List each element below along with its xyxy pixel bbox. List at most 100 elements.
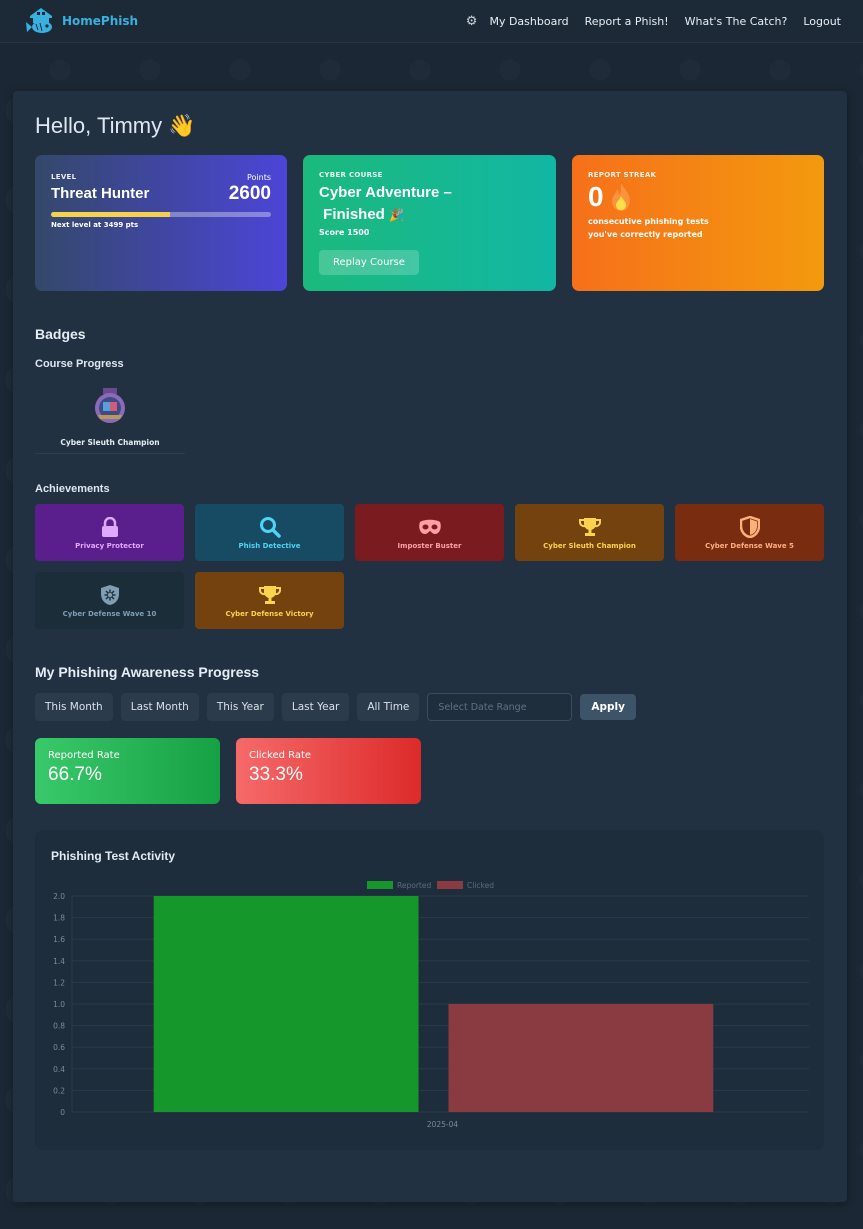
legend-label-reported: Reported: [397, 881, 431, 890]
nav-logout[interactable]: Logout: [803, 14, 841, 28]
nav-report-phish[interactable]: Report a Phish!: [584, 14, 669, 28]
streak-count: 0: [588, 181, 604, 212]
trophy-icon: [258, 585, 281, 604]
y-tick-label: 1.6: [53, 935, 65, 944]
shield-icon: [739, 515, 760, 538]
points-value: 2600: [228, 183, 271, 204]
date-filters: This Month Last Month This Year Last Yea…: [35, 693, 636, 721]
streak-text: consecutive phishing tests you've correc…: [588, 215, 808, 241]
legend-swatch-clicked: [437, 881, 463, 889]
navbar: HomePhish ⚙ My Dashboard Report a Phish!…: [0, 0, 863, 43]
phishing-activity-chart: 0 0.2 0.4 0.6 0.8 1.0 1.2 1.4 1.6 1.8 2.0 2025-04 Re…: [53, 881, 809, 1129]
achievement-imposter-buster[interactable]: Imposter Buster: [355, 504, 504, 561]
level-label: LEVEL: [51, 173, 77, 181]
nav-my-dashboard[interactable]: My Dashboard: [489, 14, 569, 28]
y-tick-label: 0.6: [53, 1043, 65, 1052]
course-label: CYBER COURSE: [319, 171, 383, 179]
y-tick-label: 0.2: [53, 1086, 65, 1095]
achievement-label: Imposter Buster: [397, 541, 462, 550]
level-card: LEVEL Threat Hunter Points 2600 Next lev…: [35, 155, 287, 291]
cyber-course-card: CYBER COURSE Cyber Adventure – Finished …: [303, 155, 556, 291]
clicked-rate-label: Clicked Rate: [249, 750, 312, 761]
achievement-phish-detective[interactable]: Phish Detective: [195, 504, 344, 561]
brand-name: HomePhish: [62, 14, 139, 28]
filter-all-time[interactable]: All Time: [357, 693, 420, 721]
party-popper-icon: 🎉: [389, 208, 404, 222]
achievement-label: Cyber Defense Victory: [225, 609, 314, 618]
clicked-rate-value: 33.3%: [249, 764, 303, 785]
level-title: Threat Hunter: [51, 185, 150, 202]
filter-this-year[interactable]: This Year: [206, 693, 274, 721]
streak-text-line1: consecutive phishing tests: [588, 217, 709, 226]
achievement-cyber-defense-victory[interactable]: Cyber Defense Victory: [195, 572, 344, 629]
reported-rate-card: Reported Rate 66.7%: [35, 738, 220, 804]
filter-last-year[interactable]: Last Year: [281, 693, 350, 721]
x-tick-label: 2025-04: [427, 1120, 459, 1129]
date-range-input[interactable]: [427, 693, 573, 721]
bar-reported: [153, 896, 419, 1112]
achievement-label: Cyber Defense Wave 10: [62, 609, 157, 618]
badge-emblem-icon: [95, 388, 125, 423]
achievement-cyber-defense-wave-5[interactable]: Cyber Defense Wave 5: [675, 504, 824, 561]
shield-virus-icon: [100, 584, 119, 605]
greeting-heading: Hello, Timmy 👋: [35, 113, 196, 139]
legend-swatch-reported: [367, 881, 393, 889]
brand[interactable]: HomePhish: [24, 6, 138, 36]
next-level-text: Next level at 3499 pts: [51, 221, 139, 229]
greeting-text: Hello, Timmy: [35, 113, 163, 138]
course-title-line2: Finished: [323, 206, 385, 223]
phishing-activity-chart-card: Phishing Test Activity 0 0.2 0.4 0.6 0.8 1.0 1…: [35, 830, 824, 1150]
achievement-label: Cyber Defense Wave 5: [705, 541, 794, 550]
filter-last-month[interactable]: Last Month: [120, 693, 199, 721]
y-tick-label: 1.4: [53, 957, 65, 966]
achievement-label: Privacy Protector: [75, 541, 144, 550]
points-label: Points: [246, 173, 271, 182]
badges-heading: Badges: [35, 326, 86, 342]
report-streak-card: REPORT STREAK 0 consecutive phishing tes…: [572, 155, 824, 291]
waving-hand-icon: 👋: [168, 113, 196, 138]
achievement-cyber-defense-wave-10[interactable]: Cyber Defense Wave 10: [35, 572, 184, 629]
achievement-privacy-protector[interactable]: Privacy Protector: [35, 504, 184, 561]
mask-icon: [418, 519, 441, 534]
streak-text-line2: you've correctly reported: [588, 230, 703, 239]
trophy-icon: [578, 517, 601, 536]
achievement-label: Cyber Sleuth Champion: [543, 541, 636, 550]
magnifier-icon: [259, 516, 281, 538]
clicked-rate-card: Clicked Rate 33.3%: [236, 738, 421, 804]
replay-course-button[interactable]: Replay Course: [319, 250, 419, 275]
lock-icon: [101, 516, 118, 537]
progress-heading: My Phishing Awareness Progress: [35, 664, 260, 680]
y-tick-label: 1.2: [53, 978, 65, 987]
y-tick-label: 0.4: [53, 1065, 65, 1074]
level-progress-bar: [51, 212, 271, 217]
level-progress-fill: [51, 212, 170, 217]
course-score: Score 1500: [319, 228, 370, 237]
reported-rate-label: Reported Rate: [48, 750, 120, 761]
homephish-logo-icon: [26, 8, 52, 33]
streak-label: REPORT STREAK: [588, 171, 657, 179]
legend-label-clicked: Clicked: [467, 881, 494, 890]
course-title: Cyber Adventure – Finished 🎉: [319, 182, 540, 226]
filter-this-month[interactable]: This Month: [35, 693, 113, 721]
achievements-heading: Achievements: [35, 483, 110, 495]
y-tick-label: 1.8: [53, 914, 65, 923]
nav-links: ⚙ My Dashboard Report a Phish! What's Th…: [466, 14, 841, 29]
badge-cyber-sleuth-champion[interactable]: Cyber Sleuth Champion: [35, 386, 185, 454]
y-tick-label: 0: [60, 1108, 65, 1117]
apply-button[interactable]: Apply: [580, 694, 636, 720]
bar-clicked: [448, 1004, 714, 1112]
achievement-cyber-sleuth-champion[interactable]: Cyber Sleuth Champion: [515, 504, 664, 561]
y-tick-label: 2.0: [53, 892, 65, 901]
reported-rate-value: 66.7%: [48, 764, 102, 785]
fire-icon: [611, 183, 630, 211]
achievement-label: Phish Detective: [238, 541, 301, 550]
dashboard-card: Hello, Timmy 👋 LEVEL Threat Hunter Points…: [13, 91, 847, 1202]
course-title-line1: Cyber Adventure –: [319, 184, 452, 201]
course-progress-heading: Course Progress: [35, 358, 124, 370]
chart-title: Phishing Test Activity: [51, 849, 176, 863]
badge-label: Cyber Sleuth Champion: [60, 438, 160, 447]
y-tick-label: 0.8: [53, 1022, 65, 1031]
y-tick-label: 1.0: [53, 1000, 65, 1009]
nav-whats-the-catch[interactable]: What's The Catch?: [684, 14, 788, 28]
gear-icon[interactable]: ⚙: [465, 13, 478, 29]
